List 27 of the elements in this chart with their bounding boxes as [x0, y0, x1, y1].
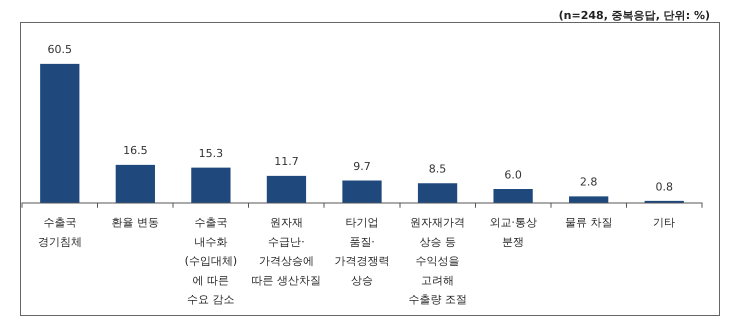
data-label: 6.0	[504, 168, 522, 182]
x-tick-label: 기타	[653, 216, 676, 230]
data-label: 8.5	[428, 162, 446, 176]
bar	[569, 196, 608, 203]
data-label: 11.7	[274, 155, 299, 168]
bar	[493, 188, 533, 203]
x-tick-label: 환율 변동	[112, 216, 160, 230]
bar	[116, 164, 155, 203]
data-label: 15.3	[198, 146, 224, 160]
x-tick-label: 타기업 품질· 가격경쟁력 상승	[334, 216, 390, 287]
x-tick-label: 수출국 경기침체	[38, 216, 82, 248]
bar	[342, 180, 382, 203]
data-label: 2.8	[580, 176, 598, 189]
data-label: 16.5	[123, 144, 148, 158]
bar	[418, 183, 458, 203]
data-label: 9.7	[353, 160, 371, 173]
bar	[191, 168, 231, 203]
x-tick-label: 원자재가격 상승 등 수익성을 고려해 수출량 조절	[408, 216, 467, 306]
bar	[40, 64, 80, 203]
bar	[266, 176, 306, 203]
data-label: 0.8	[655, 180, 673, 194]
data-label: 60.5	[48, 43, 72, 56]
text: (n=248, 중복응답, 단위: %)	[558, 8, 710, 23]
x-tick-label: 수출국 내수화 (수입대체) 에 따른 수요 감소	[184, 216, 238, 306]
x-tick-label: 원자재 수급난· 가격상승에 따른 생산차질	[252, 216, 322, 287]
x-tick-label: 물류 차질	[564, 216, 612, 230]
x-tick-label: 외교·통상 분쟁	[489, 216, 537, 248]
